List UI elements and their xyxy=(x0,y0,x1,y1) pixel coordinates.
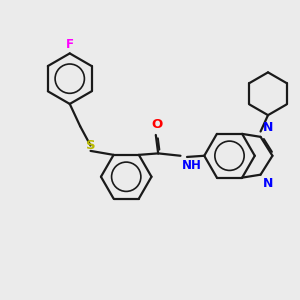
Text: NH: NH xyxy=(182,159,202,172)
Text: S: S xyxy=(86,139,95,152)
Text: N: N xyxy=(263,177,273,190)
Text: N: N xyxy=(263,122,273,134)
Text: O: O xyxy=(152,118,163,131)
Text: F: F xyxy=(66,38,74,51)
